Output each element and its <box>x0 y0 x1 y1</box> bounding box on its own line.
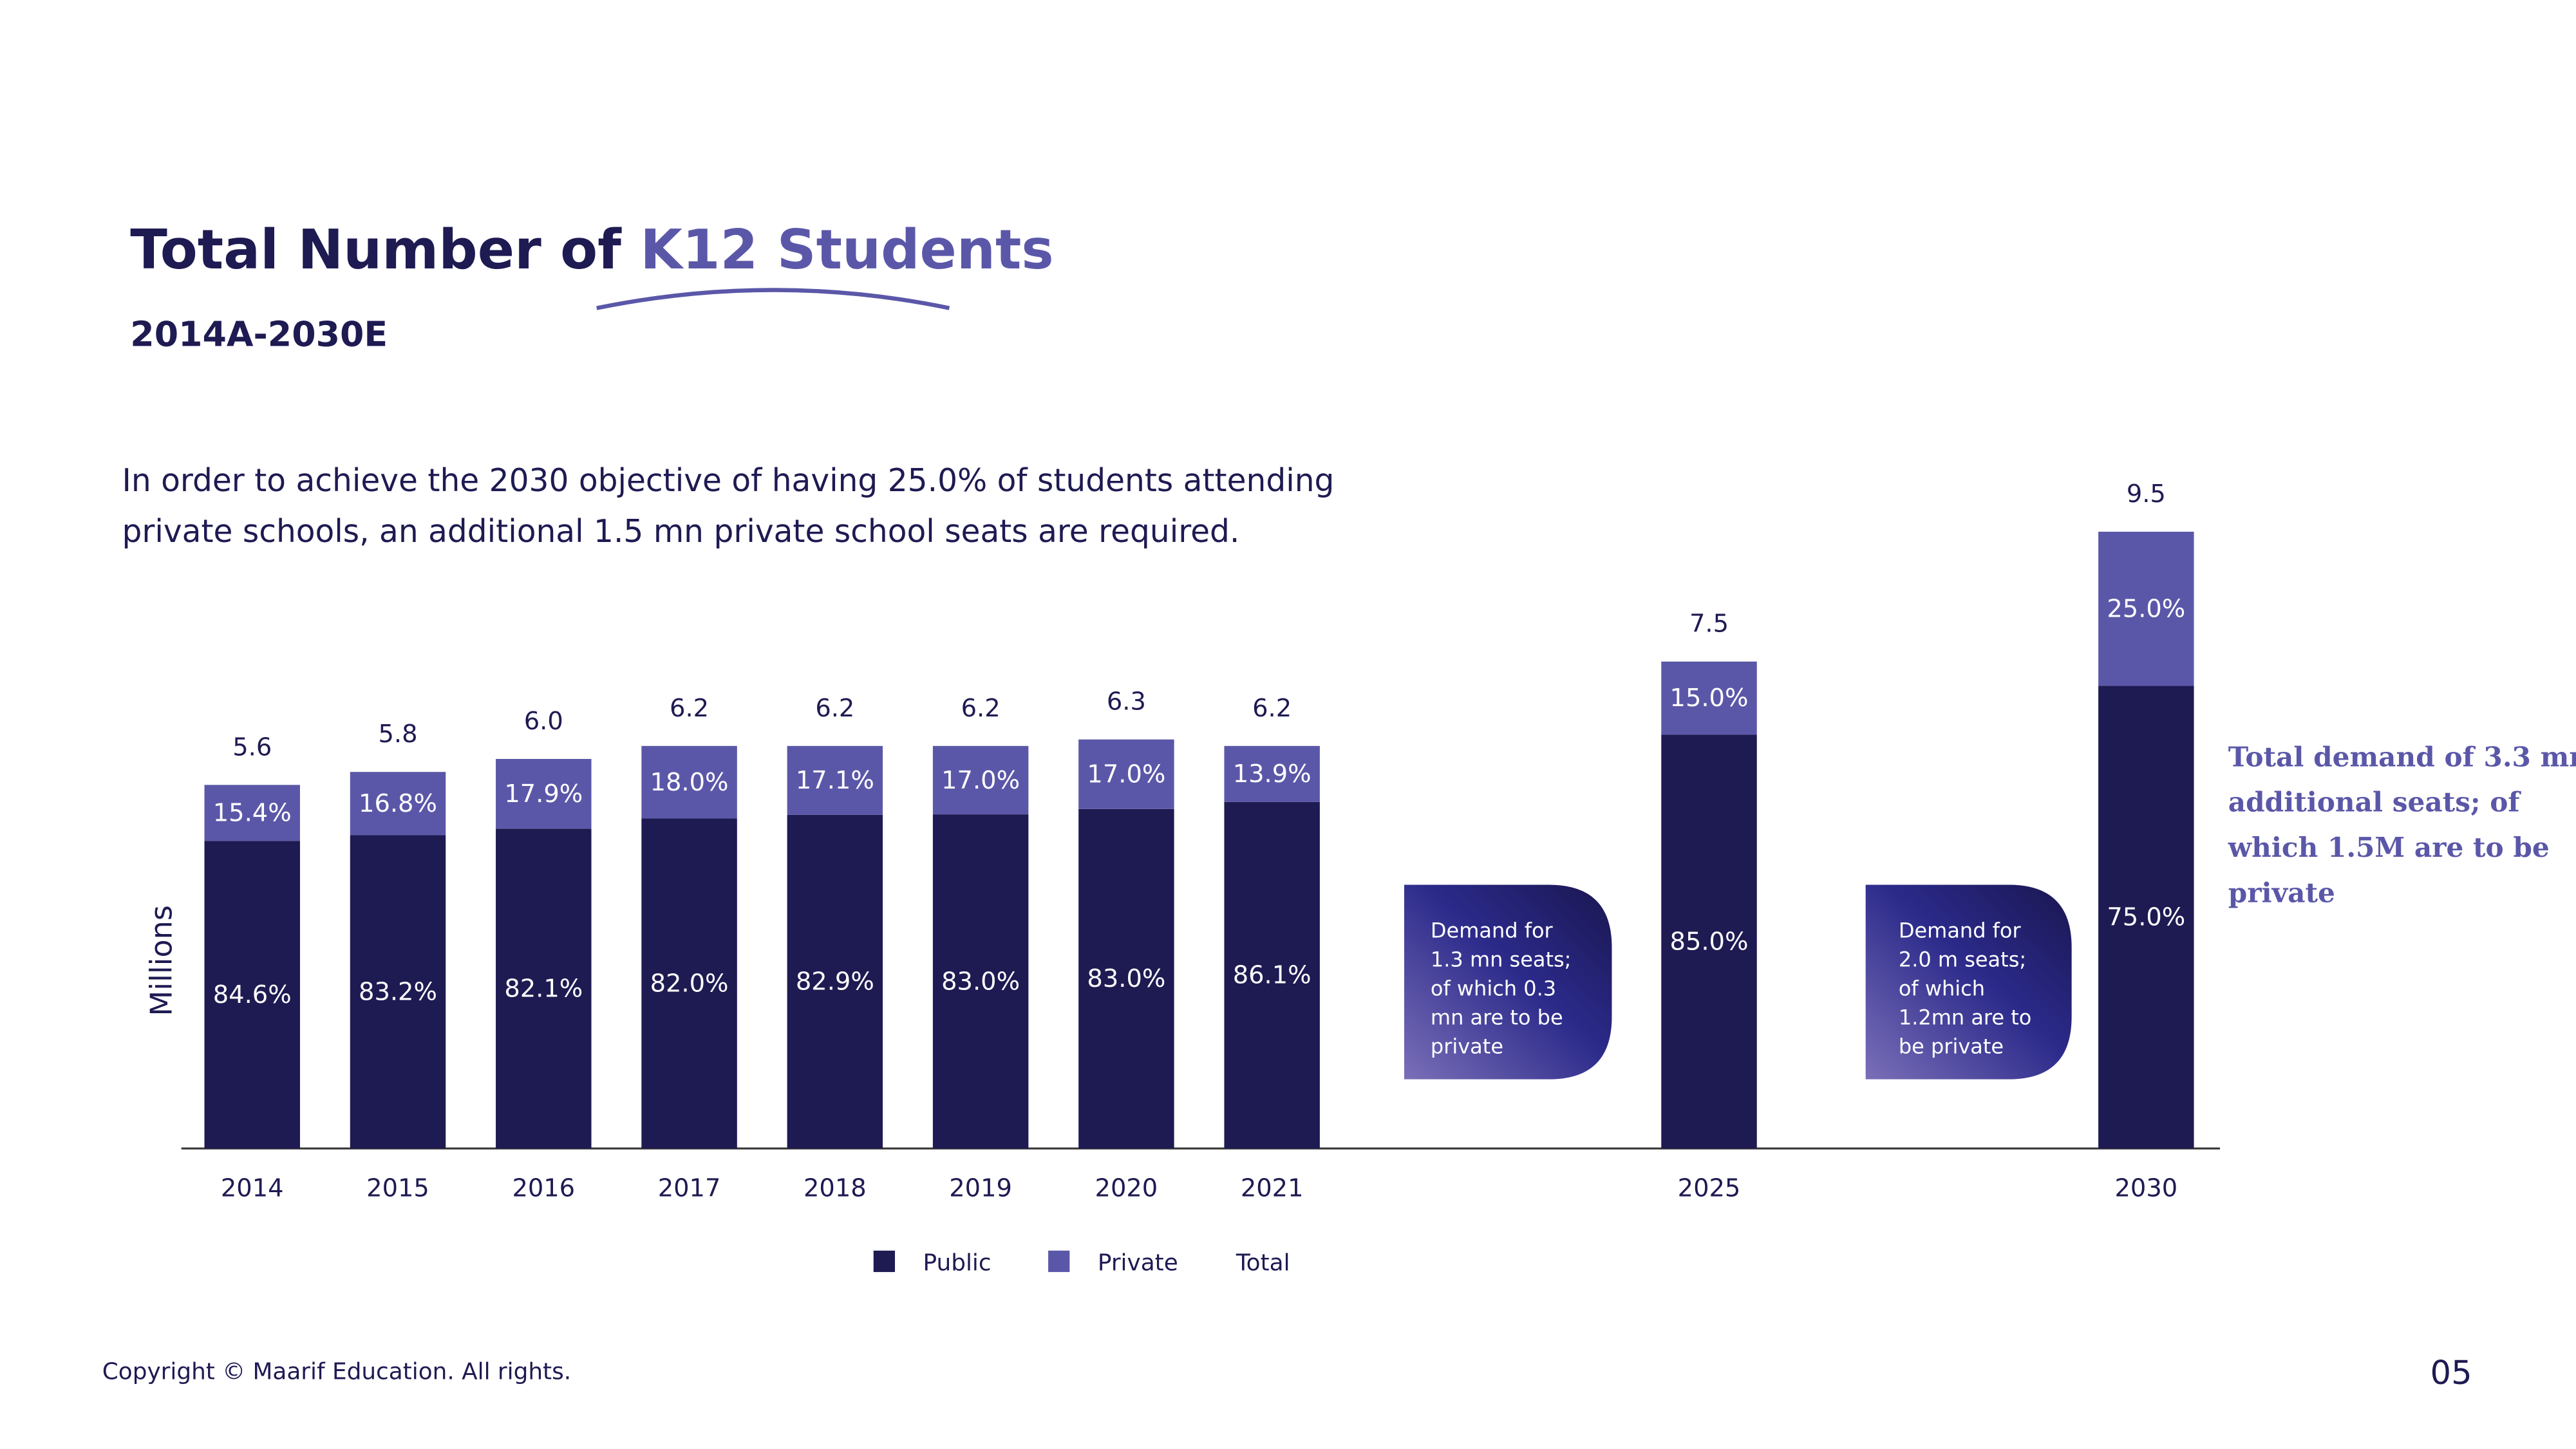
total-label: 6.2 <box>815 694 854 723</box>
annotation-box <box>1404 884 1612 1080</box>
segment-label: 25.0% <box>2107 595 2185 624</box>
title-part: K12 Students <box>640 218 1053 281</box>
segment-label: 17.0% <box>1087 760 1165 789</box>
bar-segment <box>787 745 883 815</box>
segment-label: 82.1% <box>504 975 583 1004</box>
bar-segment <box>1661 734 1757 1149</box>
bar-segment <box>204 841 300 1149</box>
bar-segment <box>1078 739 1174 809</box>
x-tick-label: 2016 <box>512 1173 575 1202</box>
description-line: private schools, an additional 1.5 mn pr… <box>122 514 1240 550</box>
segment-label: 16.8% <box>359 789 437 818</box>
bar-segment <box>932 745 1029 815</box>
subtitle: 2014A-2030E <box>130 314 388 355</box>
legend-swatch <box>1048 1250 1070 1273</box>
side-note: which 1.5M are to be <box>2228 831 2550 863</box>
segment-label: 18.0% <box>650 768 729 797</box>
segment-label: 17.9% <box>504 780 583 809</box>
total-label: 5.8 <box>378 720 417 749</box>
total-label: 5.6 <box>232 733 272 762</box>
segment-label: 75.0% <box>2107 903 2185 932</box>
side-note: Total demand of 3.3 mn <box>2228 740 2576 772</box>
total-label: 6.2 <box>670 694 709 723</box>
legend-label: Private <box>1098 1250 1178 1276</box>
segment-label: 84.6% <box>213 980 292 1009</box>
x-tick-label: 2018 <box>804 1173 867 1202</box>
footer: Copyright © Maarif Education. All rights… <box>102 1358 571 1385</box>
total-label: 7.5 <box>1689 610 1729 639</box>
title-part: Total Number of <box>130 218 640 281</box>
annotation-text: mn are to be <box>1431 1005 1563 1030</box>
bar-segment <box>1224 801 1320 1149</box>
annotation-text: 1.2mn are to <box>1899 1005 2031 1030</box>
bar-segment <box>1661 661 1757 735</box>
x-tick-label: 2020 <box>1095 1173 1158 1202</box>
bar-segment <box>350 835 446 1149</box>
bar-segment <box>496 828 592 1149</box>
bar-segment <box>1078 809 1174 1149</box>
segment-label: 15.4% <box>213 799 292 828</box>
total-label: 6.2 <box>961 694 1001 723</box>
bar-segment <box>641 818 737 1149</box>
y-axis-label: Millions <box>144 905 178 1016</box>
segment-label: 82.0% <box>650 969 729 998</box>
annotation-text: 2.0 m seats; <box>1899 948 2026 972</box>
bar-segment <box>204 785 300 841</box>
segment-label: 85.0% <box>1670 927 1749 956</box>
segment-label: 83.2% <box>359 978 437 1007</box>
annotation-text: 1.3 mn seats; <box>1431 948 1572 972</box>
x-tick-label: 2021 <box>1241 1173 1304 1202</box>
segment-label: 17.1% <box>796 766 874 795</box>
legend-swatch <box>873 1250 896 1273</box>
bar-segment <box>932 814 1029 1149</box>
annotation-text: of which <box>1899 977 1985 1001</box>
legend-label: Public <box>923 1250 992 1276</box>
bar-segment <box>641 745 737 819</box>
bar-segment <box>496 758 592 829</box>
total-label: 9.5 <box>2127 480 2166 509</box>
x-tick-label: 2019 <box>949 1173 1012 1202</box>
bar-segment <box>787 814 883 1149</box>
chart-title: Total Number of K12 Students <box>130 218 1053 281</box>
segment-label: 83.0% <box>1087 964 1165 993</box>
segment-label: 15.0% <box>1670 684 1749 713</box>
bar-segment <box>2098 532 2194 686</box>
x-tick-label: 2017 <box>658 1173 721 1202</box>
legend-label: Total <box>1236 1250 1290 1276</box>
annotation-text: Demand for <box>1431 918 1554 942</box>
bar-segment <box>350 772 446 836</box>
total-label: 6.0 <box>524 707 563 736</box>
x-tick-label: 2025 <box>1678 1173 1741 1202</box>
annotation-text: Demand for <box>1899 918 2022 942</box>
total-label: 6.2 <box>1252 694 1292 723</box>
x-tick-label: 2014 <box>221 1173 284 1202</box>
total-label: 6.3 <box>1107 687 1146 716</box>
annotation-text: of which 0.3 <box>1431 977 1556 1001</box>
side-note: additional seats; of <box>2228 786 2522 818</box>
x-tick-label: 2015 <box>366 1173 429 1202</box>
description-line: In order to achieve the 2030 objective o… <box>122 463 1335 499</box>
annotation-text: private <box>1431 1034 1503 1059</box>
segment-label: 86.1% <box>1233 961 1312 990</box>
annotation-box <box>1865 884 2072 1080</box>
segment-label: 13.9% <box>1233 760 1312 789</box>
segment-label: 83.0% <box>941 967 1020 996</box>
bar-segment <box>2098 686 2194 1149</box>
annotation-text: be private <box>1899 1034 2004 1059</box>
title-underline <box>596 288 950 310</box>
segment-label: 17.0% <box>941 766 1020 795</box>
segment-label: 82.9% <box>796 968 874 996</box>
x-tick-label: 2030 <box>2114 1173 2177 1202</box>
page-number: 05 <box>2430 1354 2472 1392</box>
side-note: private <box>2228 876 2335 908</box>
bar-segment <box>1224 745 1320 802</box>
